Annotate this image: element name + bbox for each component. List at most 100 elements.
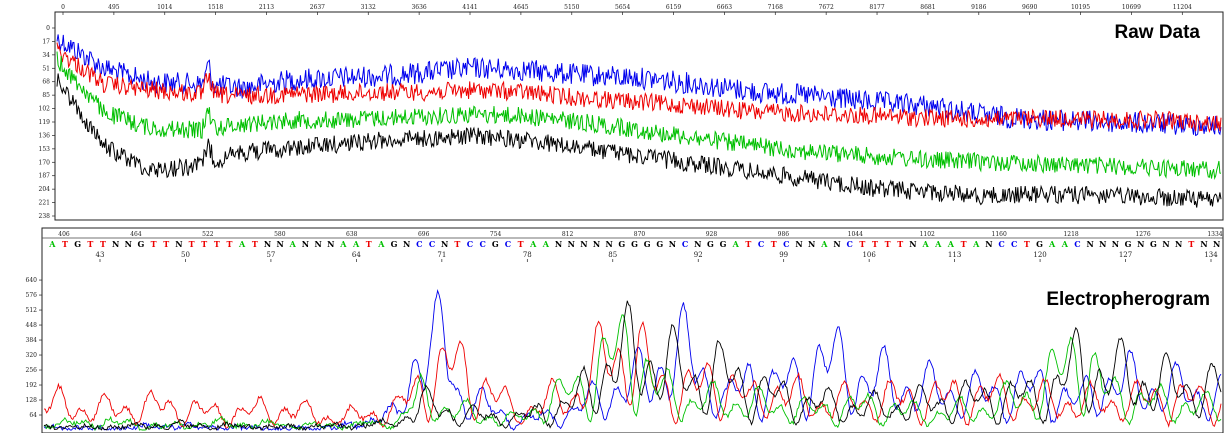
- base-call: T: [897, 239, 903, 249]
- base-call: A: [921, 239, 929, 249]
- base-index-label: 99: [779, 251, 788, 259]
- base-call: T: [87, 239, 93, 249]
- ep-plot-frame: [41, 227, 1224, 433]
- ep-x-tick-label: 406: [58, 231, 70, 238]
- ep-x-tick-label: 928: [706, 231, 718, 238]
- base-call: N: [1137, 239, 1144, 249]
- base-call: N: [1213, 239, 1220, 249]
- base-call: C: [467, 239, 473, 249]
- base-call: T: [518, 239, 524, 249]
- raw-x-tick-label: 4645: [513, 4, 528, 11]
- base-index-label: 127: [1119, 251, 1132, 259]
- base-index-label: 106: [862, 251, 876, 259]
- base-call: N: [580, 239, 587, 249]
- raw-x-tick-label: 0: [61, 4, 65, 11]
- base-call: T: [859, 239, 865, 249]
- base-call: C: [998, 239, 1004, 249]
- base-call: N: [1162, 239, 1169, 249]
- base-call: N: [112, 239, 119, 249]
- ep-y-tick-label: 64: [29, 412, 37, 419]
- base-call: N: [669, 239, 676, 249]
- ep-x-tick-label: 464: [130, 231, 142, 238]
- raw-y-tick-label: 153: [39, 146, 51, 153]
- base-call: G: [1150, 239, 1157, 249]
- ep-x-tick-label: 1044: [848, 231, 863, 238]
- raw-y-tick-label: 34: [42, 52, 50, 59]
- base-index-label: 92: [694, 251, 703, 259]
- raw-y-tick-label: 204: [39, 186, 51, 193]
- base-call: A: [1061, 239, 1069, 249]
- raw-y-tick-label: 17: [42, 38, 50, 45]
- ep-x-tick-label: 1102: [920, 231, 935, 238]
- base-call: N: [441, 239, 448, 249]
- base-call: A: [820, 239, 828, 249]
- base-call: T: [771, 239, 777, 249]
- ep-x-tick-label: 812: [562, 231, 574, 238]
- base-call: C: [1011, 239, 1017, 249]
- base-index-label: 43: [96, 251, 105, 259]
- ep-y-tick-label: 512: [26, 307, 38, 314]
- base-call: N: [606, 239, 613, 249]
- base-call: C: [682, 239, 688, 249]
- base-call: T: [1024, 239, 1030, 249]
- ep-x-tick-label: 522: [202, 231, 214, 238]
- ep-trace: [43, 314, 1222, 431]
- base-call: N: [1112, 239, 1119, 249]
- base-call: C: [429, 239, 435, 249]
- base-call: T: [872, 239, 878, 249]
- raw-y-tick-label: 68: [42, 79, 50, 86]
- ep-x-tick-label: 1276: [1135, 231, 1150, 238]
- ep-x-tick-label: 754: [490, 231, 502, 238]
- ep-series-group: [43, 289, 1222, 432]
- electropherogram-title: Electropherogram: [1046, 289, 1210, 310]
- raw-plot-frame: [54, 11, 1224, 221]
- base-call: N: [555, 239, 562, 249]
- base-index-label: 120: [1033, 251, 1046, 259]
- base-call: G: [391, 239, 398, 249]
- raw-x-tick-label: 1014: [157, 4, 172, 11]
- base-index-label: 85: [608, 251, 617, 259]
- raw-x-tick-label: 1518: [208, 4, 223, 11]
- base-call: N: [1086, 239, 1093, 249]
- base-call: A: [377, 239, 385, 249]
- raw-x-tick-label: 2637: [310, 4, 325, 11]
- base-call: T: [252, 239, 258, 249]
- ep-y-tick-label: 384: [26, 337, 38, 344]
- base-call: A: [529, 239, 537, 249]
- base-index-label: 113: [948, 251, 961, 259]
- raw-x-tick-label: 9186: [971, 4, 986, 11]
- raw-x-tick-label: 2113: [259, 4, 274, 11]
- base-call: T: [366, 239, 372, 249]
- base-call: G: [137, 239, 144, 249]
- raw-y-tick-label: 238: [39, 213, 51, 220]
- ep-y-axis: 64 128 192 256 320 384 448 512 576 640: [26, 277, 42, 419]
- base-call: C: [479, 239, 485, 249]
- electropherogram-panel: 406 464 522 580 638 696 754 812 870 928 986 1044 110…: [0, 224, 1225, 433]
- raw-y-tick-label: 85: [42, 92, 50, 99]
- base-call: C: [783, 239, 789, 249]
- ep-x-tick-label: 696: [418, 231, 430, 238]
- ep-trace: [44, 300, 1222, 431]
- base-call: N: [327, 239, 334, 249]
- raw-y-tick-label: 221: [39, 200, 50, 207]
- base-call: T: [227, 239, 233, 249]
- base-call: G: [74, 239, 81, 249]
- ep-y-tick-label: 128: [26, 397, 38, 404]
- raw-x-tick-label: 6663: [717, 4, 732, 11]
- ep-y-tick-label: 192: [26, 382, 38, 389]
- raw-x-tick-label: 3636: [411, 4, 426, 11]
- base-call: N: [593, 239, 600, 249]
- base-call: C: [1074, 239, 1080, 249]
- base-call: A: [947, 239, 955, 249]
- raw-x-tick-label: 10699: [1122, 4, 1141, 11]
- base-call: G: [656, 239, 663, 249]
- base-index-label: 64: [352, 251, 361, 259]
- raw-series-line: [56, 42, 1222, 133]
- base-index-label: 78: [523, 251, 532, 259]
- base-call: T: [201, 239, 207, 249]
- raw-y-tick-label: 136: [39, 132, 51, 139]
- raw-x-tick-label: 3132: [361, 4, 376, 11]
- raw-x-tick-label: 10195: [1071, 4, 1090, 11]
- base-call: G: [644, 239, 651, 249]
- base-call: G: [618, 239, 625, 249]
